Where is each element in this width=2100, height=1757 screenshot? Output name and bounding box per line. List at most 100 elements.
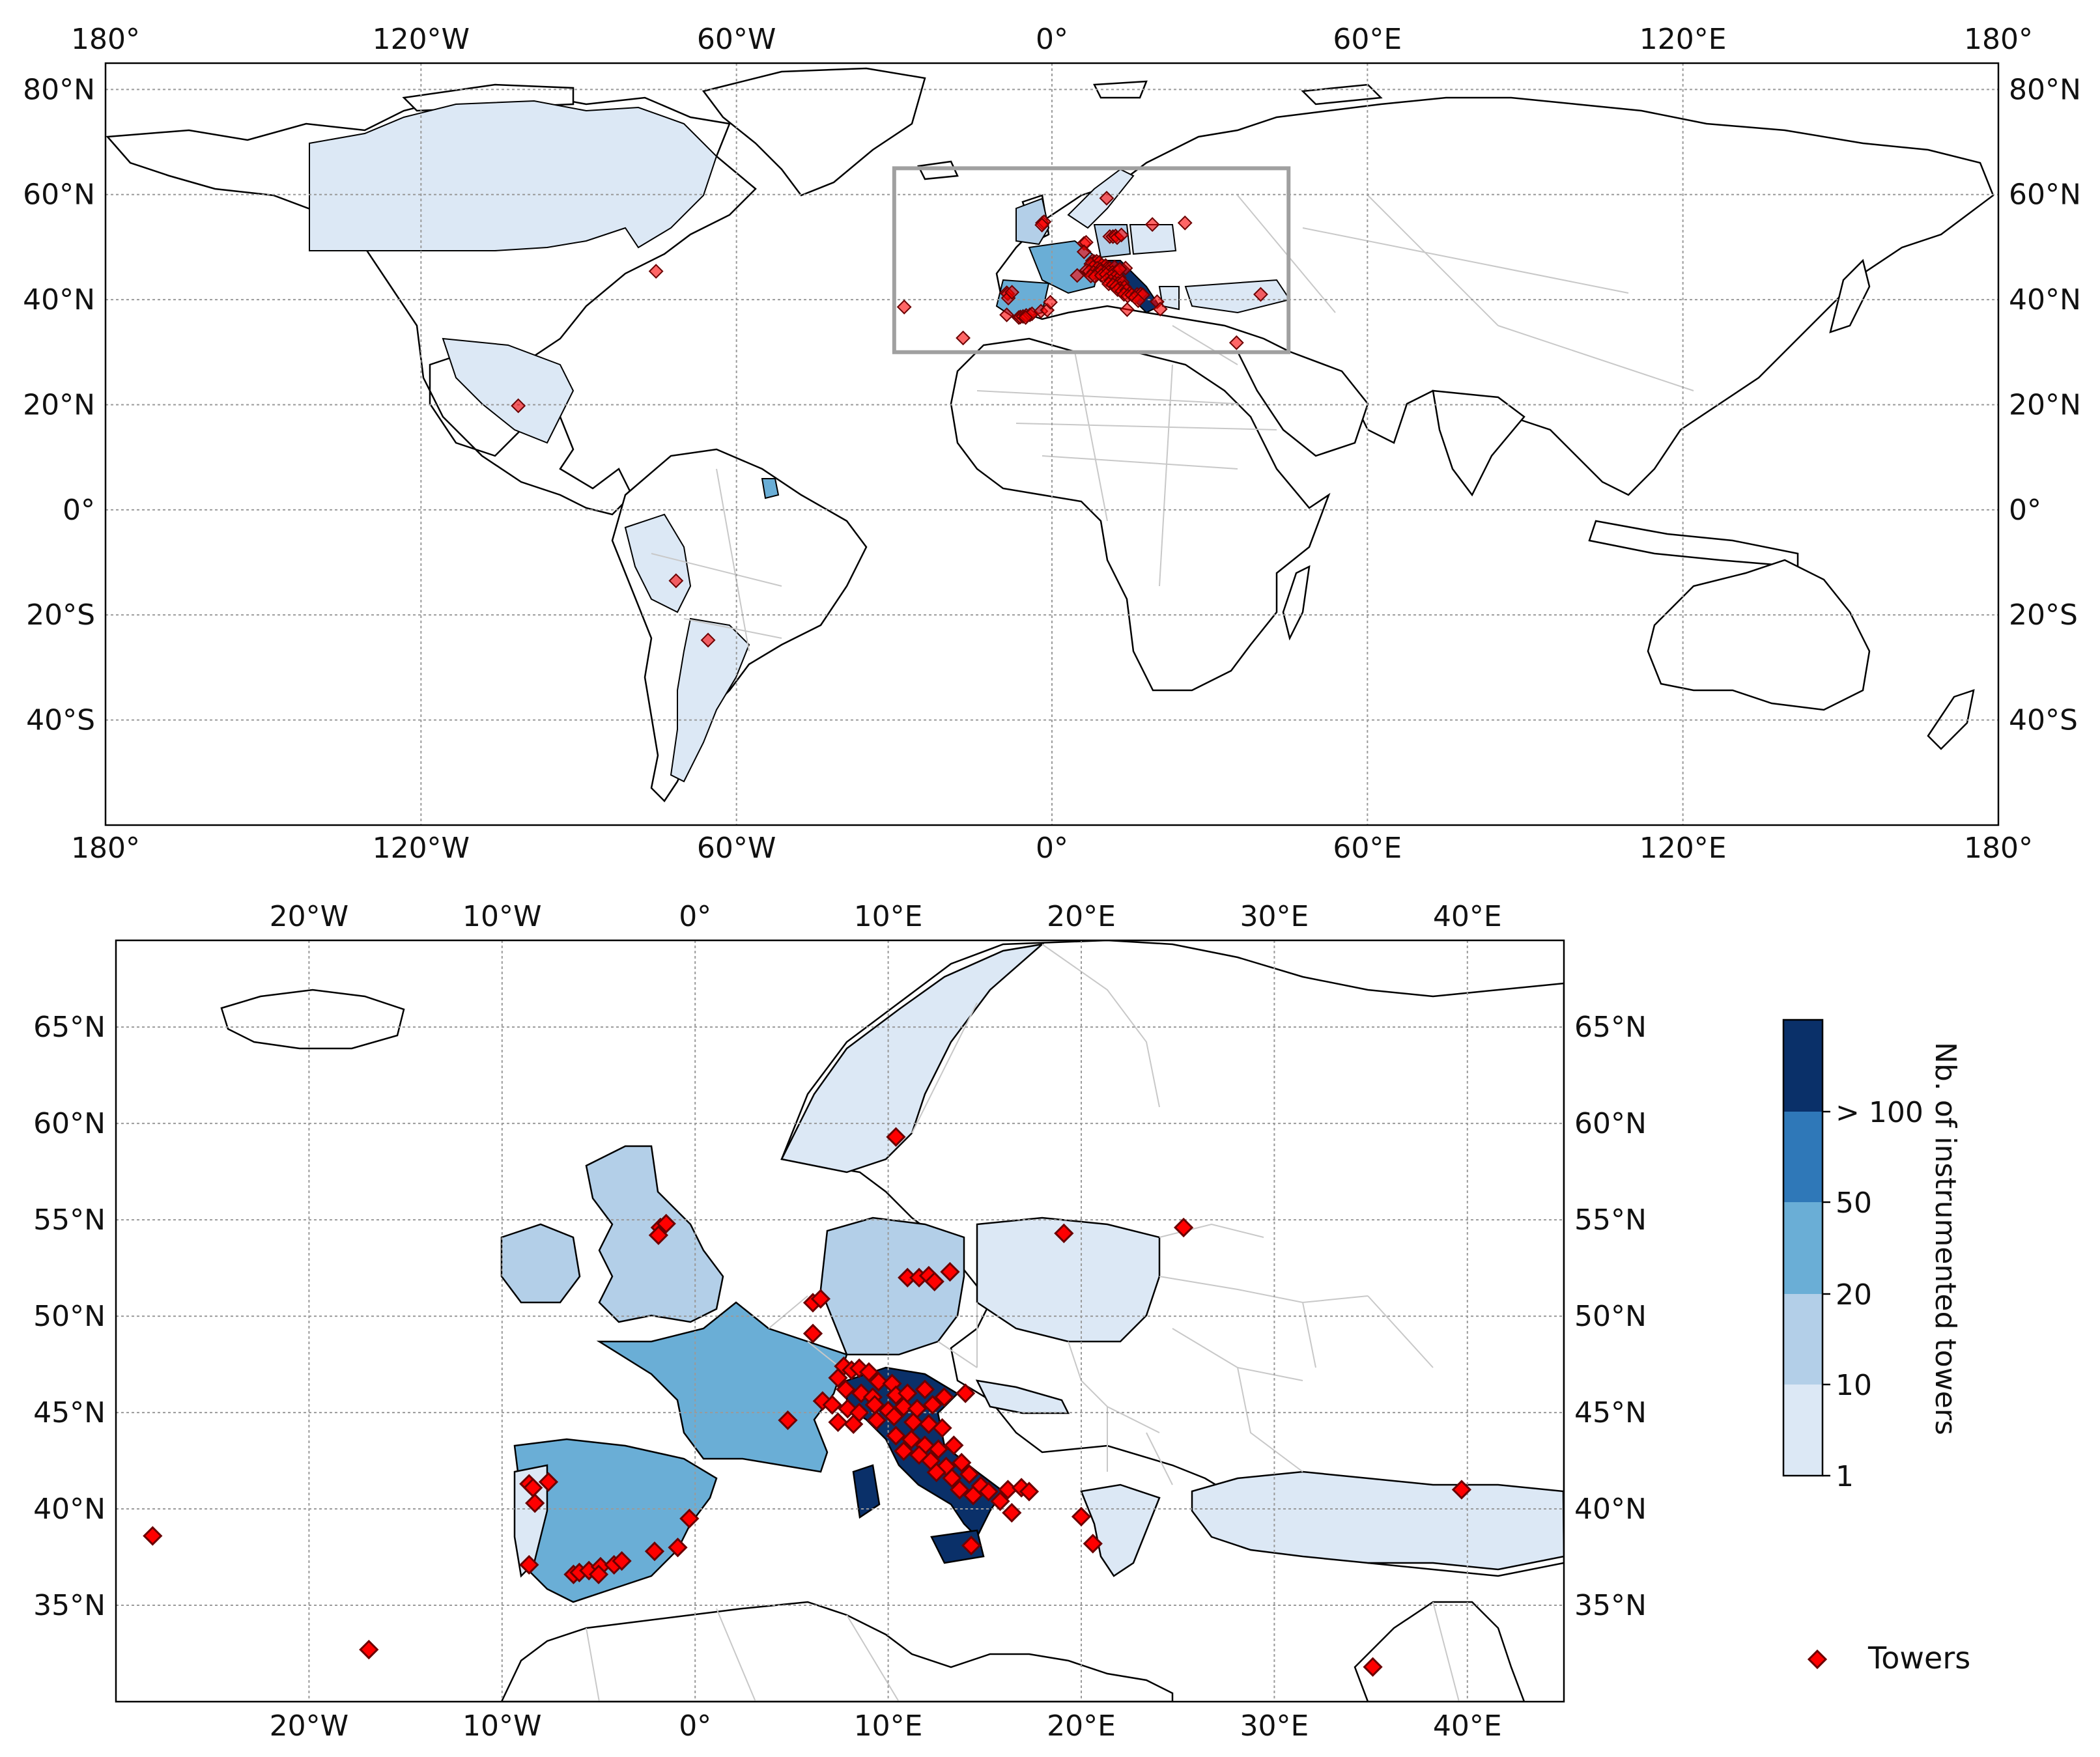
north-africa-outline (500, 1601, 1174, 1702)
world-xtick-bottom: 60°E (1333, 832, 1402, 865)
middle-east-outline (1354, 1601, 1525, 1702)
tower-marker (778, 1410, 798, 1431)
greenland-outline (702, 67, 926, 197)
tower-marker (858, 1362, 879, 1383)
world-xtick-top: 120°W (373, 23, 470, 56)
colorbar-title: Nb. of instrumented towers (1929, 1042, 1962, 1435)
legend-towers-label: Towers (1867, 1640, 1970, 1676)
tower-marker (1034, 218, 1050, 232)
tower-marker (648, 264, 664, 279)
europe-xtick-bottom: 20°W (270, 1709, 349, 1743)
tower-marker (952, 1452, 972, 1473)
tower-marker (511, 398, 526, 414)
tower-marker (934, 1387, 954, 1407)
world-map-panel: 180° 120°W 60°W 0° 60°E 120°E 180° 180° 120°W 60… (23, 23, 2081, 865)
country-argentina (670, 617, 750, 783)
tower-marker (961, 1536, 982, 1556)
poland-outline (976, 1216, 1161, 1343)
tower-marker (612, 1551, 632, 1571)
madagascar-outline (1282, 565, 1311, 641)
europe-map-frame (115, 939, 1565, 1703)
tower-marker (359, 1639, 379, 1660)
tower-marker (1071, 1506, 1092, 1527)
world-xtick-bottom: 120°E (1639, 832, 1727, 865)
tower-marker (1363, 1657, 1383, 1677)
colorbar-segment-10 (1783, 1294, 1823, 1385)
tower-marker (822, 1395, 842, 1415)
tower-marker (810, 1289, 830, 1309)
europe-map-panel: 20°W 10°W 0° 10°E 20°E 30°E 40°E 20°W 10°W 0° 10°… (33, 900, 1647, 1743)
europe-xticks-top: 20°W 10°W 0° 10°E 20°E 30°E 40°E (270, 900, 1502, 933)
europe-map-layers (116, 940, 1564, 1702)
europe-xtick-bottom: 20°E (1047, 1709, 1116, 1743)
europe-ytick-left: 60°N (33, 1107, 106, 1140)
tower-marker (978, 1482, 999, 1502)
tower-marker (894, 1397, 914, 1417)
world-map-frame (104, 62, 2000, 826)
africa-outline (950, 337, 1331, 692)
arabia-outline (1236, 350, 1369, 457)
colorbar-frame (1782, 1019, 1824, 1477)
world-xticks-top: 180° 120°W 60°W 0° 60°E 120°E 180° (71, 23, 2033, 56)
world-ytick-left: 20°N (23, 388, 95, 421)
world-ytick-right: 0° (2009, 494, 2041, 527)
europe-xtick-bottom: 10°E (854, 1709, 923, 1743)
tower-marker (648, 1225, 669, 1245)
europe-xtick-top: 40°E (1433, 900, 1502, 933)
colorbar-tick-20: 20 (1836, 1278, 1872, 1312)
country-mexico (442, 337, 575, 444)
world-tower-markers (511, 190, 1268, 648)
france-outline (596, 1301, 848, 1473)
europe-ytick-left: 40°N (33, 1493, 106, 1526)
tower-marker (922, 1395, 943, 1415)
europe-xticks-bottom: 20°W 10°W 0° 10°E 20°E 30°E 40°E (270, 1709, 1502, 1743)
tower-marker (656, 1213, 676, 1234)
world-ytick-right: 40°N (2009, 283, 2081, 316)
tower-marker (1019, 1482, 1040, 1502)
tower-marker (1099, 190, 1114, 206)
world-ytick-left: 40°N (23, 283, 95, 316)
world-ytick-left: 60°N (23, 178, 95, 212)
world-xtick-top: 120°E (1639, 23, 1727, 56)
country-canada (309, 100, 718, 251)
europe-zoom-box (892, 166, 1291, 354)
tower-marker (844, 1414, 864, 1434)
tower-marker (1228, 335, 1244, 350)
world-xtick-top: 180° (71, 23, 140, 56)
tower-marker (999, 307, 1014, 322)
europe-ytick-right: 50°N (1574, 1300, 1647, 1333)
europe-ytick-left: 50°N (33, 1300, 106, 1333)
tower-marker (525, 1493, 545, 1513)
europe-ytick-left: 55°N (33, 1203, 106, 1237)
europe-ytick-right: 60°N (1574, 1107, 1647, 1140)
tower-marker (886, 1426, 906, 1446)
tower-marker (915, 1379, 935, 1399)
europe-country-borders (586, 944, 1460, 1702)
world-xtick-bottom: 180° (1964, 832, 2033, 865)
world-xticks-bottom: 180° 120°W 60°W 0° 60°E 120°E 180° (71, 832, 2033, 865)
world-xtick-bottom: 0° (1036, 832, 1068, 865)
tower-marker (868, 1371, 888, 1392)
world-ytick-left: 40°S (26, 704, 95, 737)
world-ytick-left: 20°S (26, 598, 95, 632)
tower-marker (1112, 261, 1128, 277)
norway-outline (780, 943, 1045, 1174)
tower-marker (1130, 293, 1146, 309)
world-xtick-bottom: 180° (71, 832, 140, 865)
world-xtick-bottom: 60°W (697, 832, 776, 865)
tower-marker (700, 632, 716, 648)
colorbar-tick-10: 10 (1836, 1369, 1872, 1402)
tower-marker (866, 1410, 887, 1431)
tower-marker (1076, 244, 1092, 260)
europe-ytick-right: 35°N (1574, 1589, 1647, 1622)
tower-marker (538, 1472, 559, 1492)
tower-marker (1114, 227, 1129, 243)
colorbar: 1 10 20 50 > 100 Nb. of instrumented tow… (1782, 1019, 1962, 1493)
tower-marker (668, 573, 684, 589)
europe-ytick-right: 55°N (1574, 1203, 1647, 1237)
tower-marker (963, 1485, 984, 1506)
europe-gridlines (116, 940, 1564, 1702)
japan-outline (1829, 259, 1871, 333)
europe-ytick-left: 45°N (33, 1396, 106, 1429)
